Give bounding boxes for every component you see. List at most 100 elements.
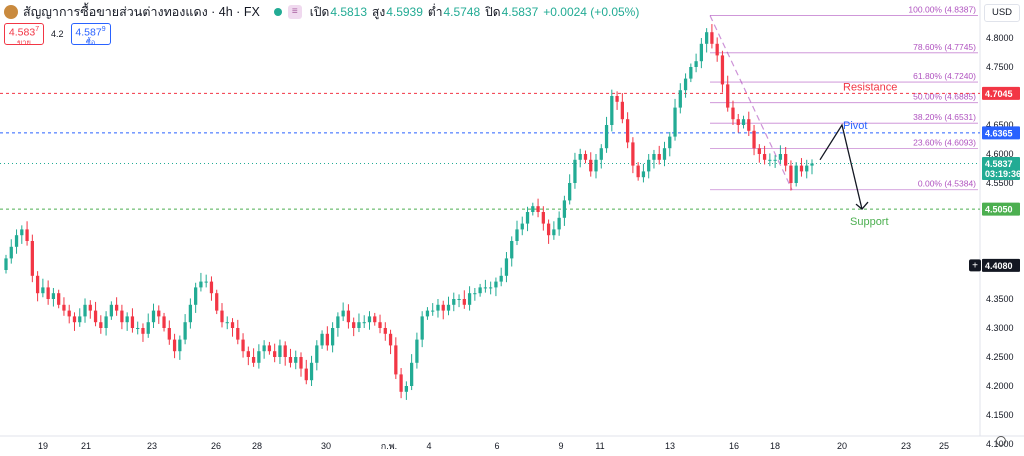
- candle-body: [225, 322, 229, 324]
- candle-body: [657, 154, 661, 160]
- candle-body: [452, 299, 456, 305]
- candle-body: [278, 345, 282, 357]
- candle-body: [784, 154, 788, 166]
- candle-body: [62, 304, 66, 311]
- y-tick-label-2: 4.6500: [986, 120, 1014, 130]
- x-tick-label-5: 30: [321, 441, 331, 451]
- candle-body: [504, 258, 509, 276]
- chart-header: สัญญาการซื้อขายส่วนต่างทองแดง · 4h · FX …: [4, 2, 644, 22]
- candle-body: [183, 322, 187, 340]
- candle-body: [757, 148, 761, 154]
- candle-body: [273, 351, 277, 357]
- buy-label: ซื้อ: [85, 37, 96, 47]
- currency-selector[interactable]: USD: [984, 4, 1020, 22]
- candle-body: [404, 386, 408, 392]
- chart-settings-gear-icon[interactable]: [996, 436, 1006, 446]
- fib-level-label-5: 23.60% (4.6093): [913, 138, 976, 148]
- candle-body: [726, 84, 730, 108]
- candle-body: [288, 357, 293, 363]
- candle-body: [731, 107, 735, 120]
- candle-body: [515, 229, 519, 241]
- x-tick-label-7: 4: [426, 441, 431, 451]
- candle-body: [4, 258, 8, 270]
- candle-body: [683, 78, 688, 91]
- pivot-badge-bg: [982, 126, 1020, 140]
- candle-body: [325, 333, 329, 346]
- candle-body: [625, 119, 630, 143]
- y-tick-label-6: 4.3000: [986, 323, 1014, 333]
- candle-body: [194, 287, 198, 305]
- candle-body: [299, 357, 303, 369]
- candle-body: [668, 136, 672, 149]
- candle-body: [747, 119, 751, 131]
- fib-level-label-1: 78.60% (4.7745): [913, 42, 976, 52]
- candle-body: [9, 246, 13, 259]
- x-tick-label-1: 21: [81, 441, 91, 451]
- sell-price-sup: 7: [35, 26, 40, 33]
- candle-body: [425, 310, 430, 317]
- candle-body: [204, 281, 208, 283]
- candle-body: [520, 223, 524, 230]
- candle-body: [394, 345, 398, 375]
- candle-body: [41, 287, 45, 294]
- candle-body: [14, 235, 19, 247]
- candle-body: [241, 339, 245, 352]
- fib-level-label-4: 38.20% (4.6531): [913, 112, 976, 122]
- candle-body: [478, 287, 482, 294]
- candle-body: [315, 345, 319, 363]
- candle-body: [620, 101, 624, 120]
- candle-body: [51, 293, 56, 299]
- candle-body: [415, 339, 419, 363]
- candle-body: [88, 304, 92, 311]
- candle-body: [647, 159, 651, 172]
- y-tick-label-0: 4.8000: [986, 33, 1014, 43]
- candle-body: [699, 43, 704, 62]
- candle-body: [768, 159, 772, 161]
- crosshair-plus-icon: [969, 259, 981, 272]
- candle-body: [25, 229, 29, 241]
- candle-body: [67, 310, 71, 317]
- fib-level-label-0: 100.00% (4.8387): [908, 5, 976, 15]
- candle-body: [541, 212, 545, 224]
- candle-body: [72, 316, 77, 323]
- candle-body: [294, 357, 298, 363]
- close-value: 4.5837: [501, 5, 539, 19]
- candle-body: [631, 142, 635, 166]
- candle-body: [215, 293, 219, 311]
- close-label: ปิด: [485, 4, 501, 19]
- candle-body: [736, 119, 740, 125]
- symbol-title[interactable]: สัญญาการซื้อขายส่วนต่างทองแดง · 4h · FX: [23, 5, 260, 19]
- candle-body: [167, 328, 171, 340]
- candle-body: [346, 310, 351, 323]
- sell-button[interactable]: 4.5837 ขาย: [4, 23, 44, 47]
- candle-body: [141, 328, 145, 334]
- projection-path: [819, 123, 863, 210]
- x-tick-label-9: 9: [558, 441, 563, 451]
- candle-body: [136, 328, 140, 329]
- candle-body: [304, 368, 308, 381]
- x-tick-label-8: 6: [494, 441, 499, 451]
- candle-body: [114, 304, 119, 311]
- candle-body: [357, 322, 361, 328]
- trade-panel: 4.5837 ขาย 4.2 4.5879 ซื้อ: [4, 23, 111, 47]
- support-badge-text-0: 4.5050: [985, 205, 1013, 215]
- high-label: สูง: [372, 4, 386, 19]
- candle-body: [536, 206, 540, 212]
- y-tick-label-9: 4.1500: [986, 410, 1014, 420]
- candle-body: [604, 125, 609, 149]
- candle-body: [320, 333, 324, 346]
- candle-body: [341, 310, 345, 317]
- x-tick-label-11: 13: [665, 441, 675, 451]
- buy-button[interactable]: 4.5879 ซื้อ: [70, 23, 111, 47]
- copper-logo-icon[interactable]: [4, 5, 18, 19]
- x-tick-label-0: 19: [38, 441, 48, 451]
- candle-body: [473, 293, 477, 295]
- indicator-visibility-icon[interactable]: ≡: [287, 5, 302, 19]
- candle-body: [778, 154, 783, 160]
- candle-body: [236, 328, 240, 340]
- candle-body: [794, 165, 798, 183]
- candle-body: [557, 217, 561, 230]
- y-tick-label-3: 4.6000: [986, 149, 1014, 159]
- candle-body: [220, 310, 224, 323]
